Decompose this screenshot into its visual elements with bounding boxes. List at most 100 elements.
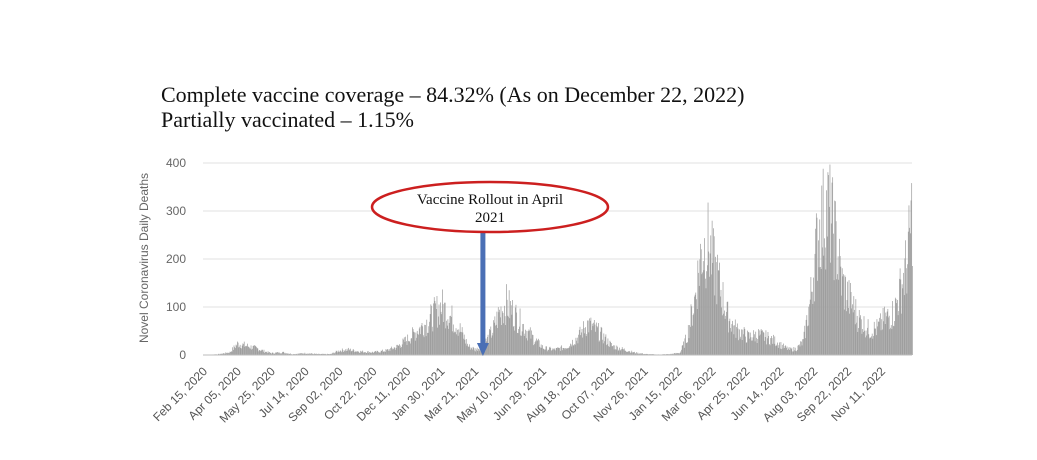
bar	[835, 201, 836, 355]
bar	[627, 351, 629, 355]
bar	[539, 346, 541, 355]
bar	[544, 349, 545, 355]
bar	[524, 333, 526, 355]
bar	[453, 332, 455, 355]
bar	[890, 325, 892, 355]
bar	[593, 320, 595, 355]
bar	[241, 348, 242, 355]
bar	[540, 344, 542, 355]
bar	[776, 345, 778, 355]
bar	[881, 319, 883, 355]
bar	[533, 345, 535, 355]
bar	[830, 262, 831, 355]
bar	[709, 253, 711, 355]
bar	[428, 326, 430, 355]
bar	[574, 344, 576, 355]
bar	[687, 342, 688, 355]
bar	[619, 350, 621, 355]
bar	[333, 353, 335, 355]
bar	[460, 331, 462, 355]
bar	[405, 336, 406, 355]
bar	[506, 299, 508, 355]
bar	[781, 349, 782, 355]
bar	[779, 348, 781, 355]
bar	[241, 345, 243, 355]
bar	[393, 349, 394, 355]
bar	[813, 301, 815, 355]
bar	[716, 304, 718, 355]
bar	[600, 326, 602, 355]
bar	[427, 332, 429, 355]
bar	[706, 271, 708, 355]
bar	[756, 343, 758, 355]
bar	[418, 328, 420, 355]
bar	[442, 304, 444, 355]
bar	[338, 351, 340, 355]
bar	[707, 265, 708, 355]
bar	[869, 338, 870, 355]
bar	[909, 227, 910, 355]
bar	[549, 346, 551, 355]
bar	[673, 353, 675, 355]
bar	[828, 206, 830, 355]
bar	[865, 330, 867, 355]
bar	[754, 341, 756, 355]
bar	[631, 350, 633, 355]
bar	[606, 344, 608, 355]
bar	[620, 349, 622, 355]
bar	[226, 353, 227, 355]
bar	[462, 332, 464, 355]
bar	[851, 308, 853, 355]
bar	[521, 335, 522, 355]
bar	[335, 350, 337, 355]
bar	[265, 351, 267, 355]
bar	[254, 345, 256, 355]
bar	[871, 333, 873, 355]
bar	[557, 347, 558, 355]
bar	[901, 284, 903, 355]
bar	[227, 352, 229, 355]
bar	[352, 350, 353, 355]
bar	[534, 342, 536, 355]
bar	[593, 322, 594, 355]
bar	[269, 351, 270, 355]
bar	[285, 353, 287, 355]
bar	[633, 352, 635, 355]
bar	[599, 340, 601, 355]
bar	[841, 295, 842, 355]
bar	[478, 349, 480, 355]
bar	[815, 228, 817, 355]
bar	[758, 329, 759, 355]
bar	[534, 344, 535, 355]
bar	[446, 325, 448, 355]
bar	[461, 332, 462, 355]
bar	[354, 352, 355, 355]
bar	[381, 350, 383, 355]
bar	[860, 315, 861, 355]
bar	[444, 302, 446, 355]
bar	[358, 351, 360, 355]
bar	[311, 353, 313, 355]
bar	[474, 350, 475, 355]
bar	[267, 351, 269, 355]
bar	[775, 346, 776, 355]
bar	[900, 279, 902, 355]
bar	[552, 348, 554, 355]
bar	[894, 321, 896, 355]
bar	[433, 303, 434, 355]
bar	[679, 353, 680, 355]
bar	[417, 333, 419, 355]
bar	[626, 351, 628, 355]
bar	[395, 349, 396, 355]
bar	[775, 344, 777, 355]
bar	[636, 352, 637, 355]
bar	[538, 338, 539, 355]
bar	[341, 348, 343, 355]
bar	[572, 339, 573, 355]
bar	[749, 332, 751, 355]
bar	[224, 353, 225, 355]
bar	[688, 338, 690, 355]
bar	[645, 353, 647, 355]
bar	[421, 323, 423, 355]
bar	[375, 352, 377, 355]
